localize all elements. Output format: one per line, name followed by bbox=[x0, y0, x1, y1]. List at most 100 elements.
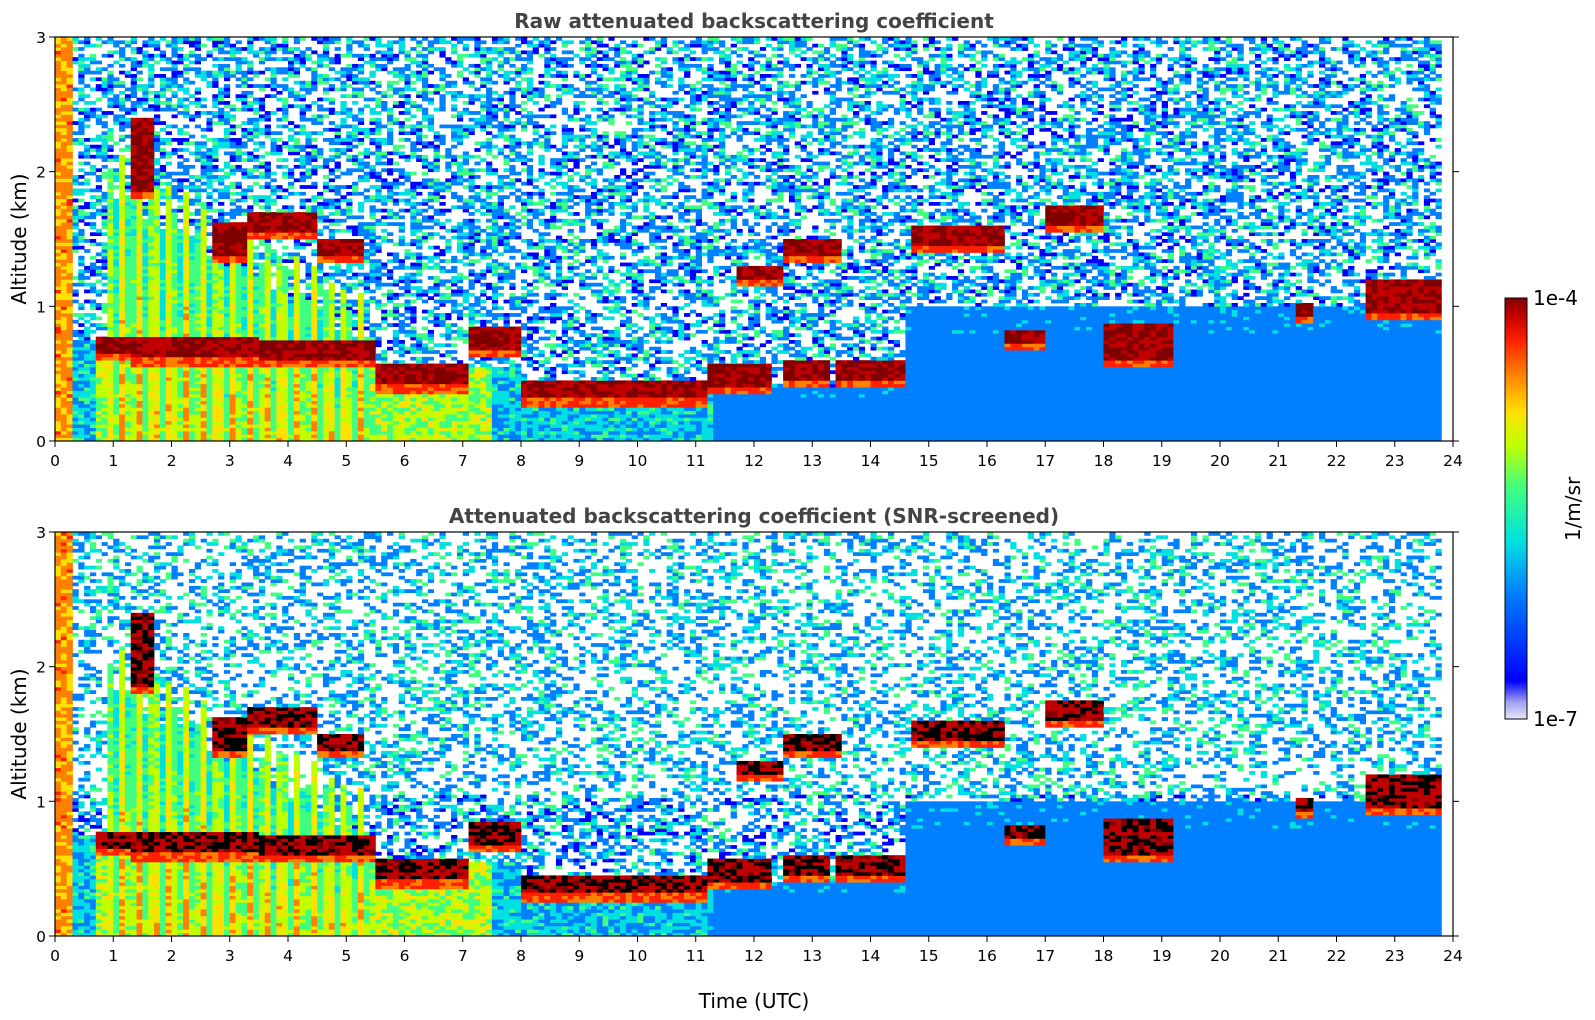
heatmap-cell bbox=[253, 366, 260, 371]
heatmap-cell bbox=[183, 141, 190, 146]
heatmap-cell bbox=[60, 198, 68, 203]
heatmap-raw-cells bbox=[55, 37, 1442, 441]
heatmap-cell bbox=[340, 111, 347, 115]
heatmap-cell bbox=[241, 434, 248, 439]
heatmap-cell bbox=[352, 249, 359, 253]
heatmap-cell bbox=[60, 201, 68, 206]
heatmap-cell bbox=[218, 218, 225, 223]
heatmap-cell bbox=[258, 70, 266, 75]
heatmap-cell bbox=[200, 97, 207, 102]
heatmap-cell bbox=[107, 111, 114, 115]
heatmap-cell bbox=[124, 427, 132, 432]
heatmap-cell bbox=[72, 289, 79, 294]
heatmap-cell bbox=[159, 215, 167, 220]
heatmap-cell bbox=[72, 47, 79, 51]
heatmap-cell bbox=[247, 131, 254, 136]
heatmap-cell bbox=[200, 158, 207, 162]
heatmap-cell bbox=[311, 239, 318, 243]
heatmap-cell bbox=[311, 168, 318, 173]
heatmap-cell bbox=[101, 370, 108, 375]
heatmap-cell bbox=[159, 100, 167, 105]
heatmap-cell bbox=[229, 235, 236, 240]
heatmap-cell bbox=[165, 225, 172, 230]
heatmap-cell bbox=[188, 333, 196, 338]
heatmap-cell bbox=[276, 70, 283, 75]
heatmap-cell bbox=[55, 117, 62, 122]
heatmap-cell bbox=[270, 393, 277, 398]
heatmap-cell bbox=[241, 228, 248, 233]
heatmap-cell bbox=[55, 215, 62, 220]
heatmap-cell bbox=[247, 67, 254, 72]
heatmap-cell bbox=[311, 151, 318, 156]
heatmap-cell bbox=[89, 414, 97, 418]
heatmap-cell bbox=[60, 397, 68, 401]
heatmap-cell bbox=[253, 50, 260, 55]
heatmap-cell bbox=[253, 296, 260, 300]
heatmap-cell bbox=[223, 111, 231, 115]
heatmap-cell bbox=[346, 276, 353, 280]
heatmap-cell bbox=[124, 272, 132, 277]
heatmap-cell bbox=[223, 144, 231, 149]
heatmap-cell bbox=[223, 292, 231, 297]
heatmap-cell bbox=[177, 127, 184, 132]
heatmap-cell bbox=[264, 272, 271, 277]
heatmap-cell bbox=[340, 299, 347, 304]
heatmap-cell bbox=[264, 235, 271, 240]
heatmap-cell bbox=[60, 67, 68, 72]
heatmap-cell bbox=[206, 296, 213, 300]
panel-raw: Raw attenuated backscattering coefficien… bbox=[7, 9, 1463, 470]
heatmap-cell bbox=[101, 434, 108, 439]
heatmap-cell bbox=[113, 218, 120, 223]
heatmap-cell bbox=[194, 286, 202, 290]
heatmap-cell bbox=[258, 360, 266, 364]
heatmap-cell bbox=[136, 326, 143, 331]
heatmap-cell bbox=[293, 417, 301, 422]
heatmap-cell bbox=[346, 158, 353, 162]
heatmap-cell bbox=[264, 400, 271, 405]
heatmap-cell bbox=[253, 299, 260, 304]
heatmap-cell bbox=[171, 218, 178, 223]
heatmap-cell bbox=[113, 232, 120, 237]
heatmap-cell bbox=[66, 188, 73, 193]
heatmap-cell bbox=[247, 37, 254, 41]
heatmap-cell bbox=[119, 420, 126, 425]
heatmap-cell bbox=[119, 57, 126, 61]
heatmap-cell bbox=[346, 302, 353, 307]
heatmap-cell bbox=[119, 138, 126, 142]
heatmap-cell bbox=[334, 245, 341, 250]
heatmap-cell bbox=[95, 168, 103, 173]
heatmap-cell bbox=[299, 437, 306, 441]
heatmap-cell bbox=[305, 309, 312, 314]
heatmap-cell bbox=[165, 124, 172, 129]
heatmap-cell bbox=[305, 390, 312, 395]
heatmap-cell bbox=[177, 255, 184, 260]
heatmap-cell bbox=[154, 188, 161, 193]
heatmap-cell bbox=[148, 289, 155, 294]
heatmap-cell bbox=[223, 366, 231, 371]
heatmap-cell bbox=[282, 309, 289, 314]
heatmap-cell bbox=[270, 296, 277, 300]
heatmap-cell bbox=[317, 74, 324, 78]
heatmap-cell bbox=[346, 47, 353, 51]
heatmap-cell bbox=[247, 262, 254, 267]
heatmap-cell bbox=[200, 265, 207, 270]
heatmap-cell bbox=[352, 154, 359, 159]
heatmap-cell bbox=[66, 111, 73, 115]
heatmap-cell bbox=[311, 181, 318, 186]
heatmap-cell bbox=[142, 117, 149, 122]
heatmap-cell bbox=[212, 403, 219, 408]
heatmap-cell bbox=[357, 360, 365, 364]
heatmap-cell bbox=[101, 340, 108, 344]
heatmap-cell bbox=[159, 148, 167, 152]
heatmap-cell bbox=[270, 306, 277, 311]
heatmap-cell bbox=[84, 111, 91, 115]
heatmap-cell bbox=[113, 272, 120, 277]
heatmap-cell bbox=[154, 366, 161, 371]
heatmap-cell bbox=[60, 222, 68, 226]
heatmap-cell bbox=[334, 390, 341, 395]
heatmap-cell bbox=[293, 380, 301, 385]
heatmap-cell bbox=[165, 175, 172, 179]
heatmap-cell bbox=[107, 158, 114, 162]
heatmap-cell bbox=[258, 417, 266, 422]
heatmap-cell bbox=[218, 407, 225, 412]
